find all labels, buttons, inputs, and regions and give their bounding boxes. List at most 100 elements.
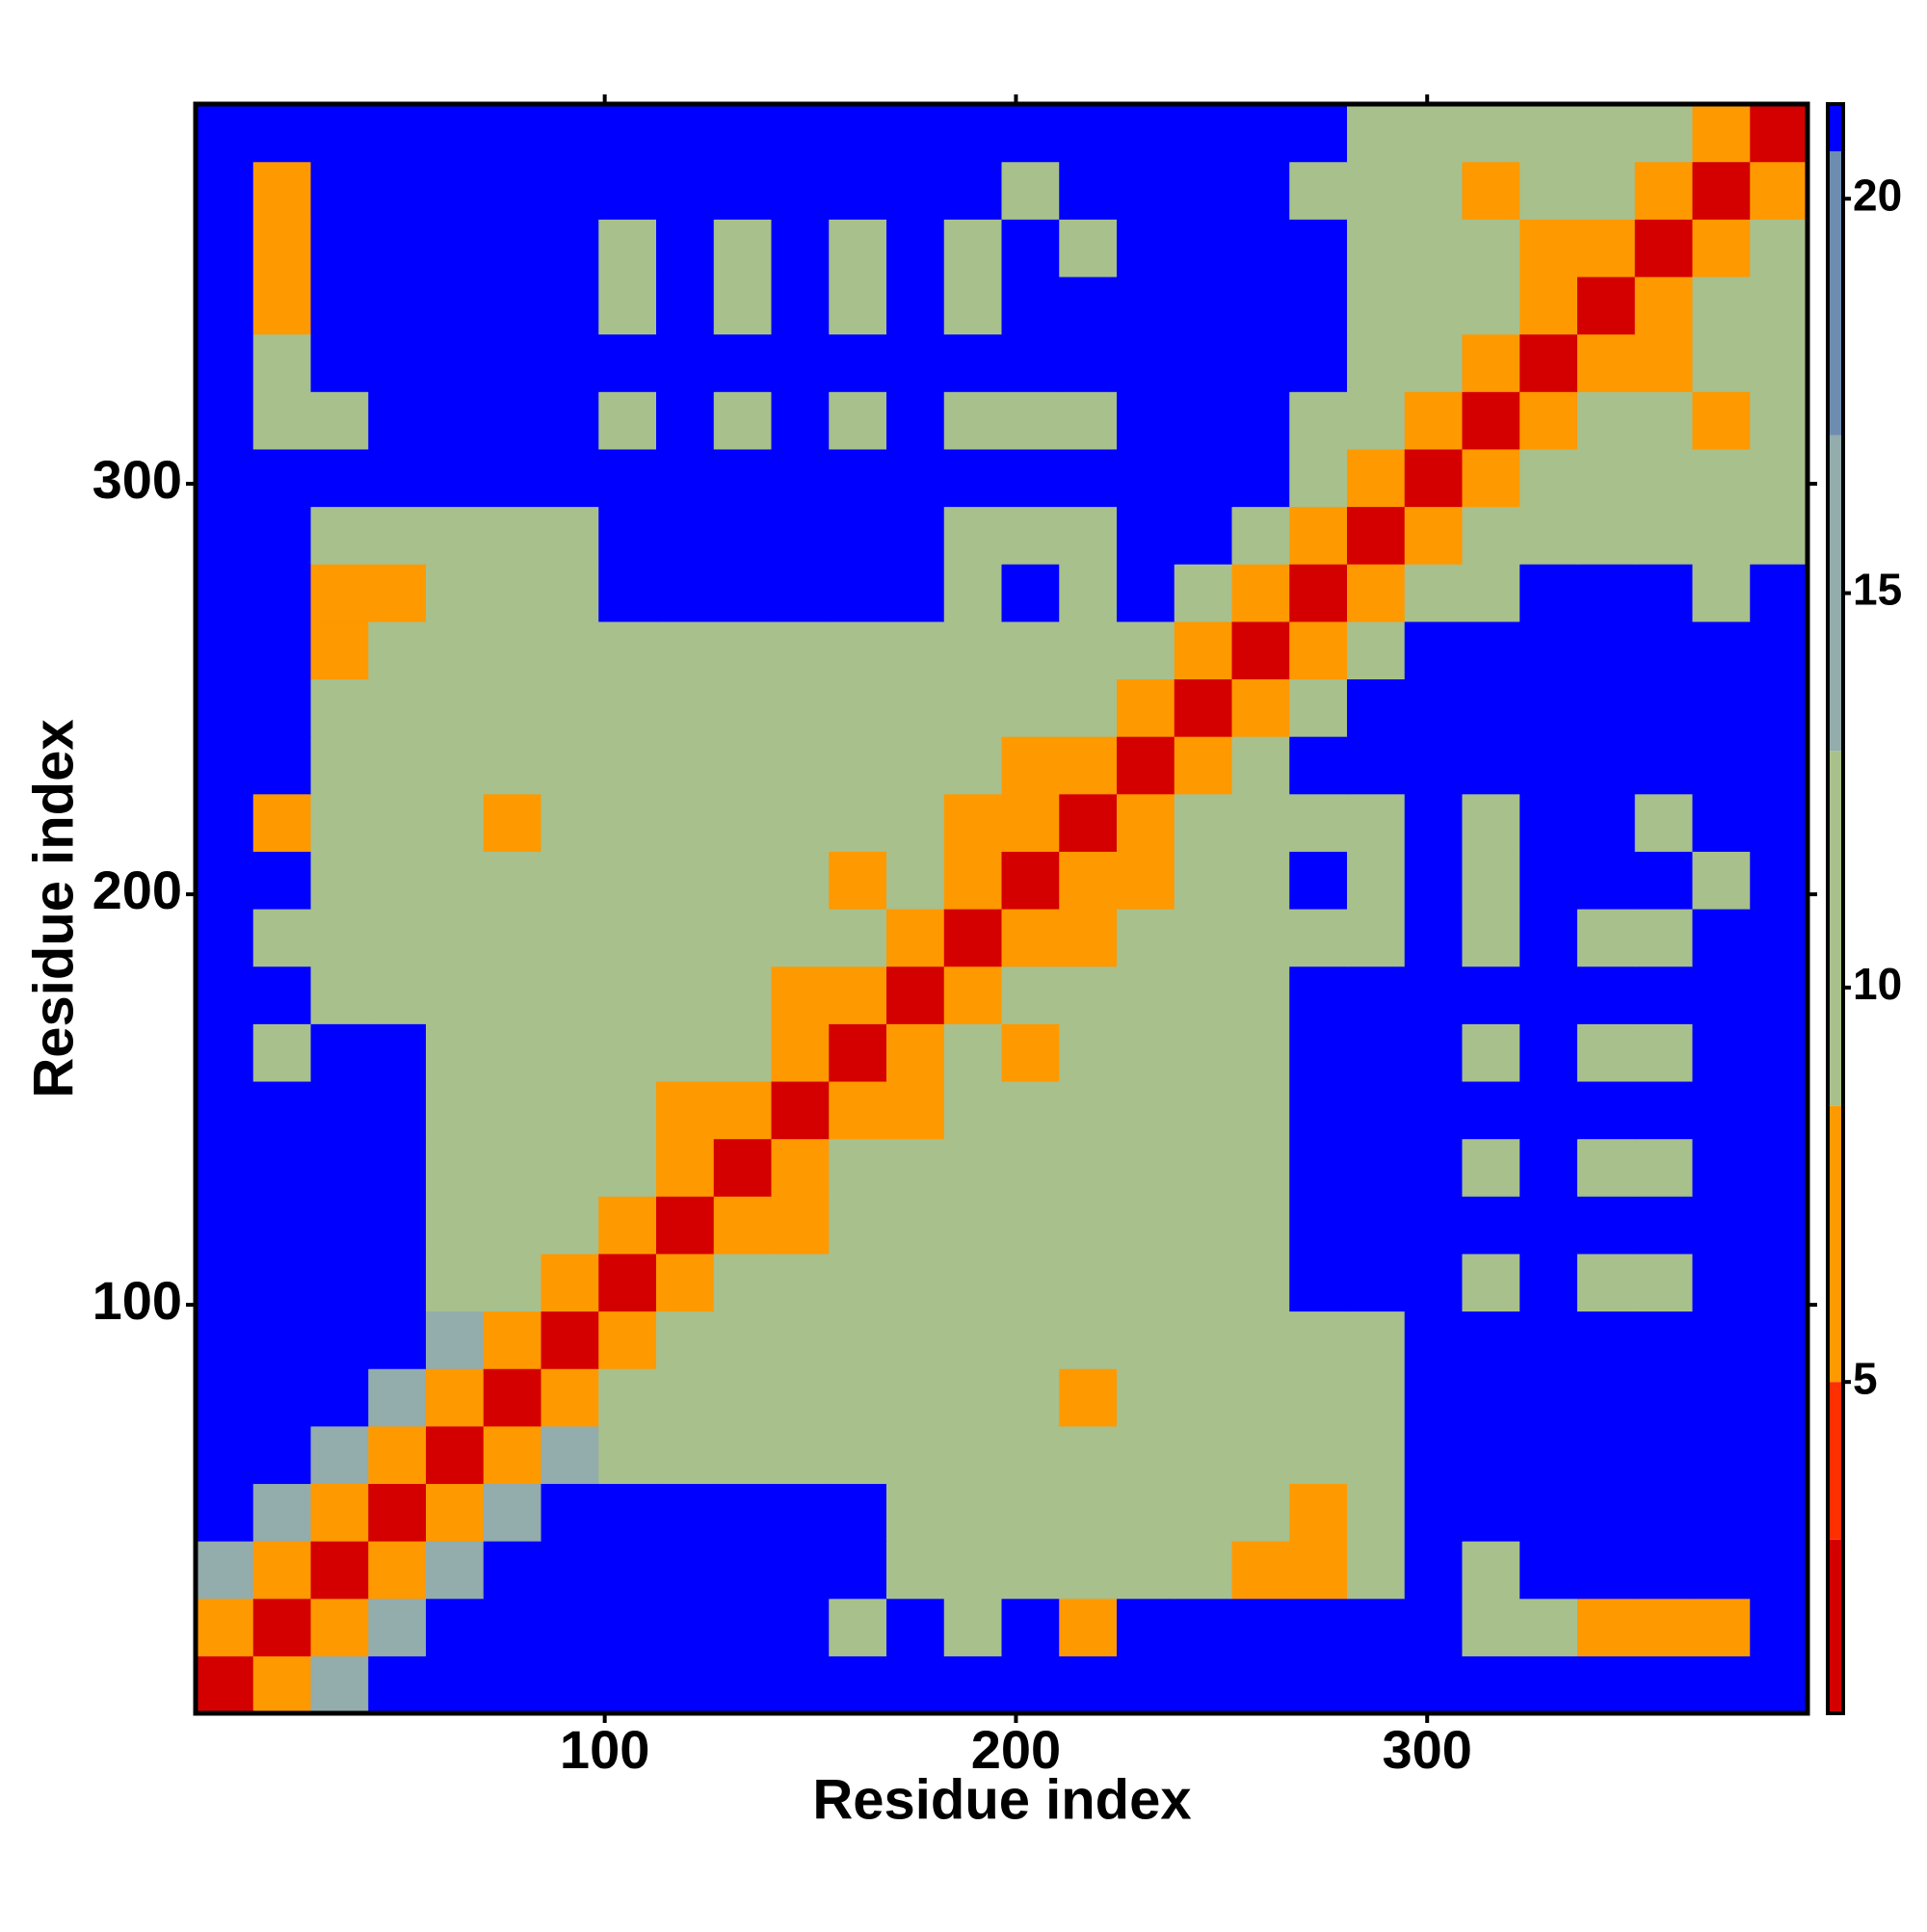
cell xyxy=(1059,966,1118,1024)
cell xyxy=(771,333,830,392)
colorbar-tick-label: 20 xyxy=(1853,170,1902,220)
colorbar-segment xyxy=(1828,104,1843,152)
cell xyxy=(1001,1080,1060,1140)
cell xyxy=(943,1483,1003,1542)
cell xyxy=(196,966,254,1024)
cell xyxy=(1059,678,1118,737)
cell xyxy=(829,909,887,967)
cell xyxy=(1289,793,1348,852)
cell xyxy=(541,219,599,278)
cell xyxy=(656,1310,715,1369)
cell xyxy=(1462,909,1520,967)
cell xyxy=(1059,1310,1118,1369)
cell xyxy=(829,1368,887,1427)
cell xyxy=(1519,621,1578,680)
cell xyxy=(483,1023,542,1082)
cell xyxy=(1347,621,1406,680)
cell xyxy=(771,736,830,795)
cell xyxy=(1462,219,1520,278)
cell xyxy=(1692,966,1751,1024)
cell xyxy=(886,678,945,737)
cell xyxy=(713,1425,773,1485)
cell xyxy=(1347,276,1406,335)
cell xyxy=(1634,1138,1694,1197)
cell xyxy=(1347,448,1406,508)
cell xyxy=(483,564,542,622)
cell xyxy=(368,966,427,1024)
cell xyxy=(713,1080,773,1140)
cell xyxy=(483,1253,542,1312)
cell xyxy=(541,909,599,967)
cell xyxy=(541,1368,599,1427)
cell xyxy=(426,1598,485,1656)
cell xyxy=(886,506,945,565)
cell xyxy=(1519,678,1578,737)
cell xyxy=(598,1310,657,1369)
cell xyxy=(1462,736,1520,795)
cell xyxy=(1059,1598,1118,1656)
cell xyxy=(1404,564,1464,622)
cell xyxy=(1289,621,1348,680)
cell xyxy=(1347,104,1406,163)
cell xyxy=(1117,851,1175,910)
cell xyxy=(829,1253,887,1312)
x-tick-label: 100 xyxy=(560,1719,649,1780)
cell xyxy=(368,104,427,163)
cell xyxy=(368,1655,427,1714)
cell xyxy=(886,564,945,622)
cell xyxy=(829,966,887,1024)
cell xyxy=(1634,793,1694,852)
cell xyxy=(656,333,715,392)
cell xyxy=(310,1483,369,1542)
cell xyxy=(1577,966,1636,1024)
cell xyxy=(1001,564,1060,622)
cell xyxy=(1634,1425,1694,1485)
cell xyxy=(1692,736,1751,795)
cell xyxy=(252,219,312,278)
cell xyxy=(1577,678,1636,737)
cell xyxy=(483,1138,542,1197)
cell xyxy=(1519,1196,1578,1255)
cell xyxy=(1231,1598,1290,1656)
cell xyxy=(1117,1138,1175,1197)
cell xyxy=(1692,678,1751,737)
cell xyxy=(1462,1196,1520,1255)
cell xyxy=(656,506,715,565)
cell xyxy=(1634,104,1694,163)
cell xyxy=(1634,161,1694,220)
cell xyxy=(1404,1080,1464,1140)
cell xyxy=(252,333,312,392)
cell xyxy=(196,219,254,278)
cell xyxy=(1692,1138,1751,1197)
cell xyxy=(1750,506,1808,565)
cell xyxy=(713,1541,773,1600)
cell xyxy=(886,736,945,795)
cell xyxy=(1519,736,1578,795)
cell xyxy=(1001,851,1060,910)
cell xyxy=(1117,391,1175,450)
cell xyxy=(1347,793,1406,852)
cell xyxy=(886,1253,945,1312)
cell xyxy=(196,621,254,680)
cell xyxy=(1692,851,1751,910)
cell xyxy=(483,1483,542,1542)
cell xyxy=(1347,333,1406,392)
cell xyxy=(1231,1023,1290,1082)
cell xyxy=(1117,1655,1175,1714)
cell xyxy=(598,506,657,565)
cell xyxy=(1059,1253,1118,1312)
cell xyxy=(656,1023,715,1082)
cell xyxy=(1059,1541,1118,1600)
cell xyxy=(1289,1541,1348,1600)
cell xyxy=(943,1310,1003,1369)
cell xyxy=(1289,1425,1348,1485)
cell xyxy=(483,1368,542,1427)
cell xyxy=(1231,1368,1290,1427)
cell xyxy=(1231,506,1290,565)
cell xyxy=(943,851,1003,910)
cell xyxy=(1519,161,1578,220)
cell xyxy=(1117,1368,1175,1427)
cell xyxy=(771,1310,830,1369)
cell xyxy=(483,621,542,680)
